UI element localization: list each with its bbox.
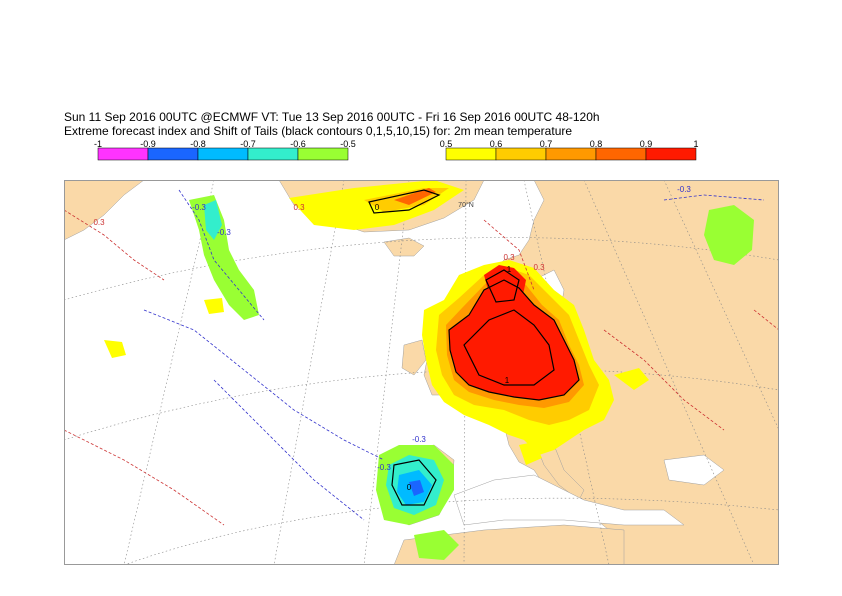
contour-label-3: -0.3 <box>377 463 391 472</box>
title-line-2: Extreme forecast index and Shift of Tail… <box>64 124 573 138</box>
colorbar-negative-swatch-0 <box>97 147 149 161</box>
contour-label-8: 0.3 <box>503 253 515 262</box>
land-italy <box>533 439 585 501</box>
efi-greenland-red <box>394 188 436 205</box>
contour-label-0: -0.3 <box>192 203 206 212</box>
contour-label-2: -0.3 <box>412 435 426 444</box>
efi-russia-green <box>704 205 754 265</box>
contour-label-7: 0.3 <box>533 263 545 272</box>
efi-atlantic-yellow <box>204 298 224 314</box>
sot-contour-greenland <box>368 189 441 214</box>
sot-contour-scand <box>485 269 520 303</box>
contour-label-6: 0.3 <box>293 203 305 212</box>
sot-contour-1 <box>463 309 555 386</box>
contour-label-10: 0 <box>375 203 380 212</box>
title-line-1: Sun 11 Sep 2016 00UTC @ECMWF VT: Tue 13 … <box>64 110 600 124</box>
colorbar-negative-label-1: -0.9 <box>140 140 156 149</box>
colorbar-positive-label-5: 1 <box>693 140 698 149</box>
colorbar-positive-swatch-0 <box>445 147 497 161</box>
efi-map: 60°W40°W20°W0°E20°E40°E60°E20°W0°E20°E60… <box>45 172 797 574</box>
efi-south-yellow <box>519 442 542 465</box>
colorbar-negative-swatch-1 <box>147 147 199 161</box>
land-iceland <box>383 237 425 257</box>
efi-iceland-yellow <box>104 340 126 358</box>
colorbar-negative-label-5: -0.5 <box>340 140 356 149</box>
colorbar-negative-label-4: -0.6 <box>290 140 306 149</box>
colorbar-positive-swatch-2 <box>545 147 597 161</box>
colorbar-negative-swatch-4 <box>297 147 349 161</box>
colorbar-positive-swatch-1 <box>495 147 547 161</box>
efi-africa-green <box>414 530 459 560</box>
colorbar-negative: -1 -0.9 -0.8 -0.7 -0.6 -0.5 <box>90 140 360 162</box>
sot-contour-iberia <box>391 459 437 506</box>
colorbar-negative-label-3: -0.7 <box>240 140 256 149</box>
sea-mediterranean <box>453 474 685 526</box>
contour-label-12: 1 <box>505 376 510 385</box>
colorbar-positive-label-3: 0.8 <box>590 140 603 149</box>
efi-labrador-teal <box>204 200 222 240</box>
inner-label-0: 70°N <box>458 201 474 209</box>
colorbar-positive: 0.5 0.6 0.7 0.8 0.9 1 <box>438 140 708 162</box>
contour-label-9: 1 <box>507 265 512 274</box>
contour-label-4: -0.3 <box>677 185 691 194</box>
colorbar-positive-label-2: 0.7 <box>540 140 553 149</box>
colorbar-negative-label-0: -1 <box>94 140 102 149</box>
colorbar-positive-swatch-4 <box>645 147 697 161</box>
efi-iberia-blue <box>409 480 424 496</box>
colorbar-positive-swatch-3 <box>595 147 647 161</box>
colorbar-positive-label-0: 0.5 <box>440 140 453 149</box>
colorbar-negative-label-2: -0.8 <box>190 140 206 149</box>
efi-europe-red <box>449 280 579 400</box>
contour-label-1: -0.3 <box>217 228 231 237</box>
sot-contours <box>368 189 580 506</box>
contour-label-11: 0 <box>407 483 412 492</box>
map-frame <box>64 180 779 565</box>
contour-label-5: 0.3 <box>93 218 105 227</box>
dashed-contours <box>63 189 780 526</box>
land-ireland <box>401 339 427 376</box>
colorbar-negative-swatch-3 <box>247 147 299 161</box>
efi-east-yellow <box>614 368 649 390</box>
colorbar-positive-label-1: 0.6 <box>490 140 503 149</box>
sot-contour-0 <box>448 279 580 401</box>
colorbar-positive-label-4: 0.9 <box>640 140 653 149</box>
efi-positive-areas <box>104 180 649 465</box>
colorbar-negative-swatch-2 <box>197 147 249 161</box>
